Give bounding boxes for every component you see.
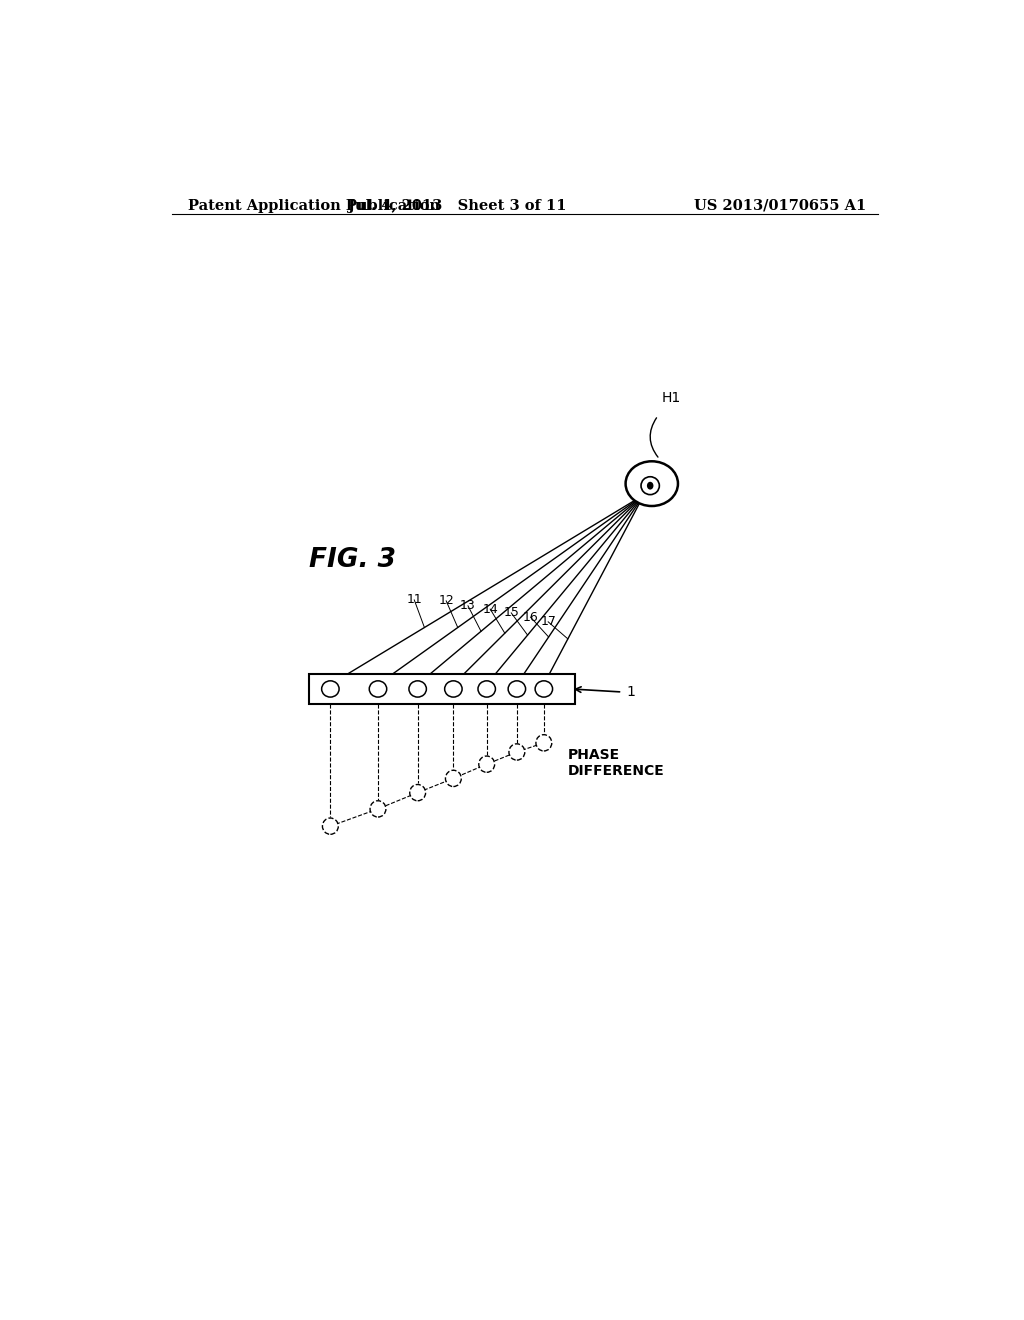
Ellipse shape <box>536 681 553 697</box>
Text: H1: H1 <box>663 392 681 405</box>
Text: 1: 1 <box>627 685 635 700</box>
Ellipse shape <box>626 461 678 506</box>
Text: US 2013/0170655 A1: US 2013/0170655 A1 <box>694 198 866 213</box>
Ellipse shape <box>322 681 339 697</box>
Text: 12: 12 <box>438 594 454 607</box>
Ellipse shape <box>479 756 495 772</box>
Text: 16: 16 <box>522 611 539 623</box>
Text: 17: 17 <box>541 615 556 628</box>
Ellipse shape <box>508 681 525 697</box>
Text: FIG. 3: FIG. 3 <box>309 546 396 573</box>
Ellipse shape <box>647 482 653 490</box>
Ellipse shape <box>409 681 426 697</box>
Ellipse shape <box>444 681 462 697</box>
Ellipse shape <box>323 818 338 834</box>
Ellipse shape <box>445 771 461 787</box>
Ellipse shape <box>478 681 496 697</box>
Bar <box>309 673 574 704</box>
Text: 15: 15 <box>504 606 519 619</box>
Ellipse shape <box>641 477 659 495</box>
Text: Patent Application Publication: Patent Application Publication <box>187 198 439 213</box>
Text: 11: 11 <box>407 594 422 606</box>
Text: 13: 13 <box>460 599 476 612</box>
Ellipse shape <box>370 681 387 697</box>
Ellipse shape <box>536 735 552 751</box>
Ellipse shape <box>370 801 386 817</box>
Text: 14: 14 <box>482 603 498 615</box>
Ellipse shape <box>509 744 525 760</box>
Text: PHASE
DIFFERENCE: PHASE DIFFERENCE <box>567 748 665 777</box>
Ellipse shape <box>410 784 426 801</box>
Text: Jul. 4, 2013   Sheet 3 of 11: Jul. 4, 2013 Sheet 3 of 11 <box>348 198 566 213</box>
